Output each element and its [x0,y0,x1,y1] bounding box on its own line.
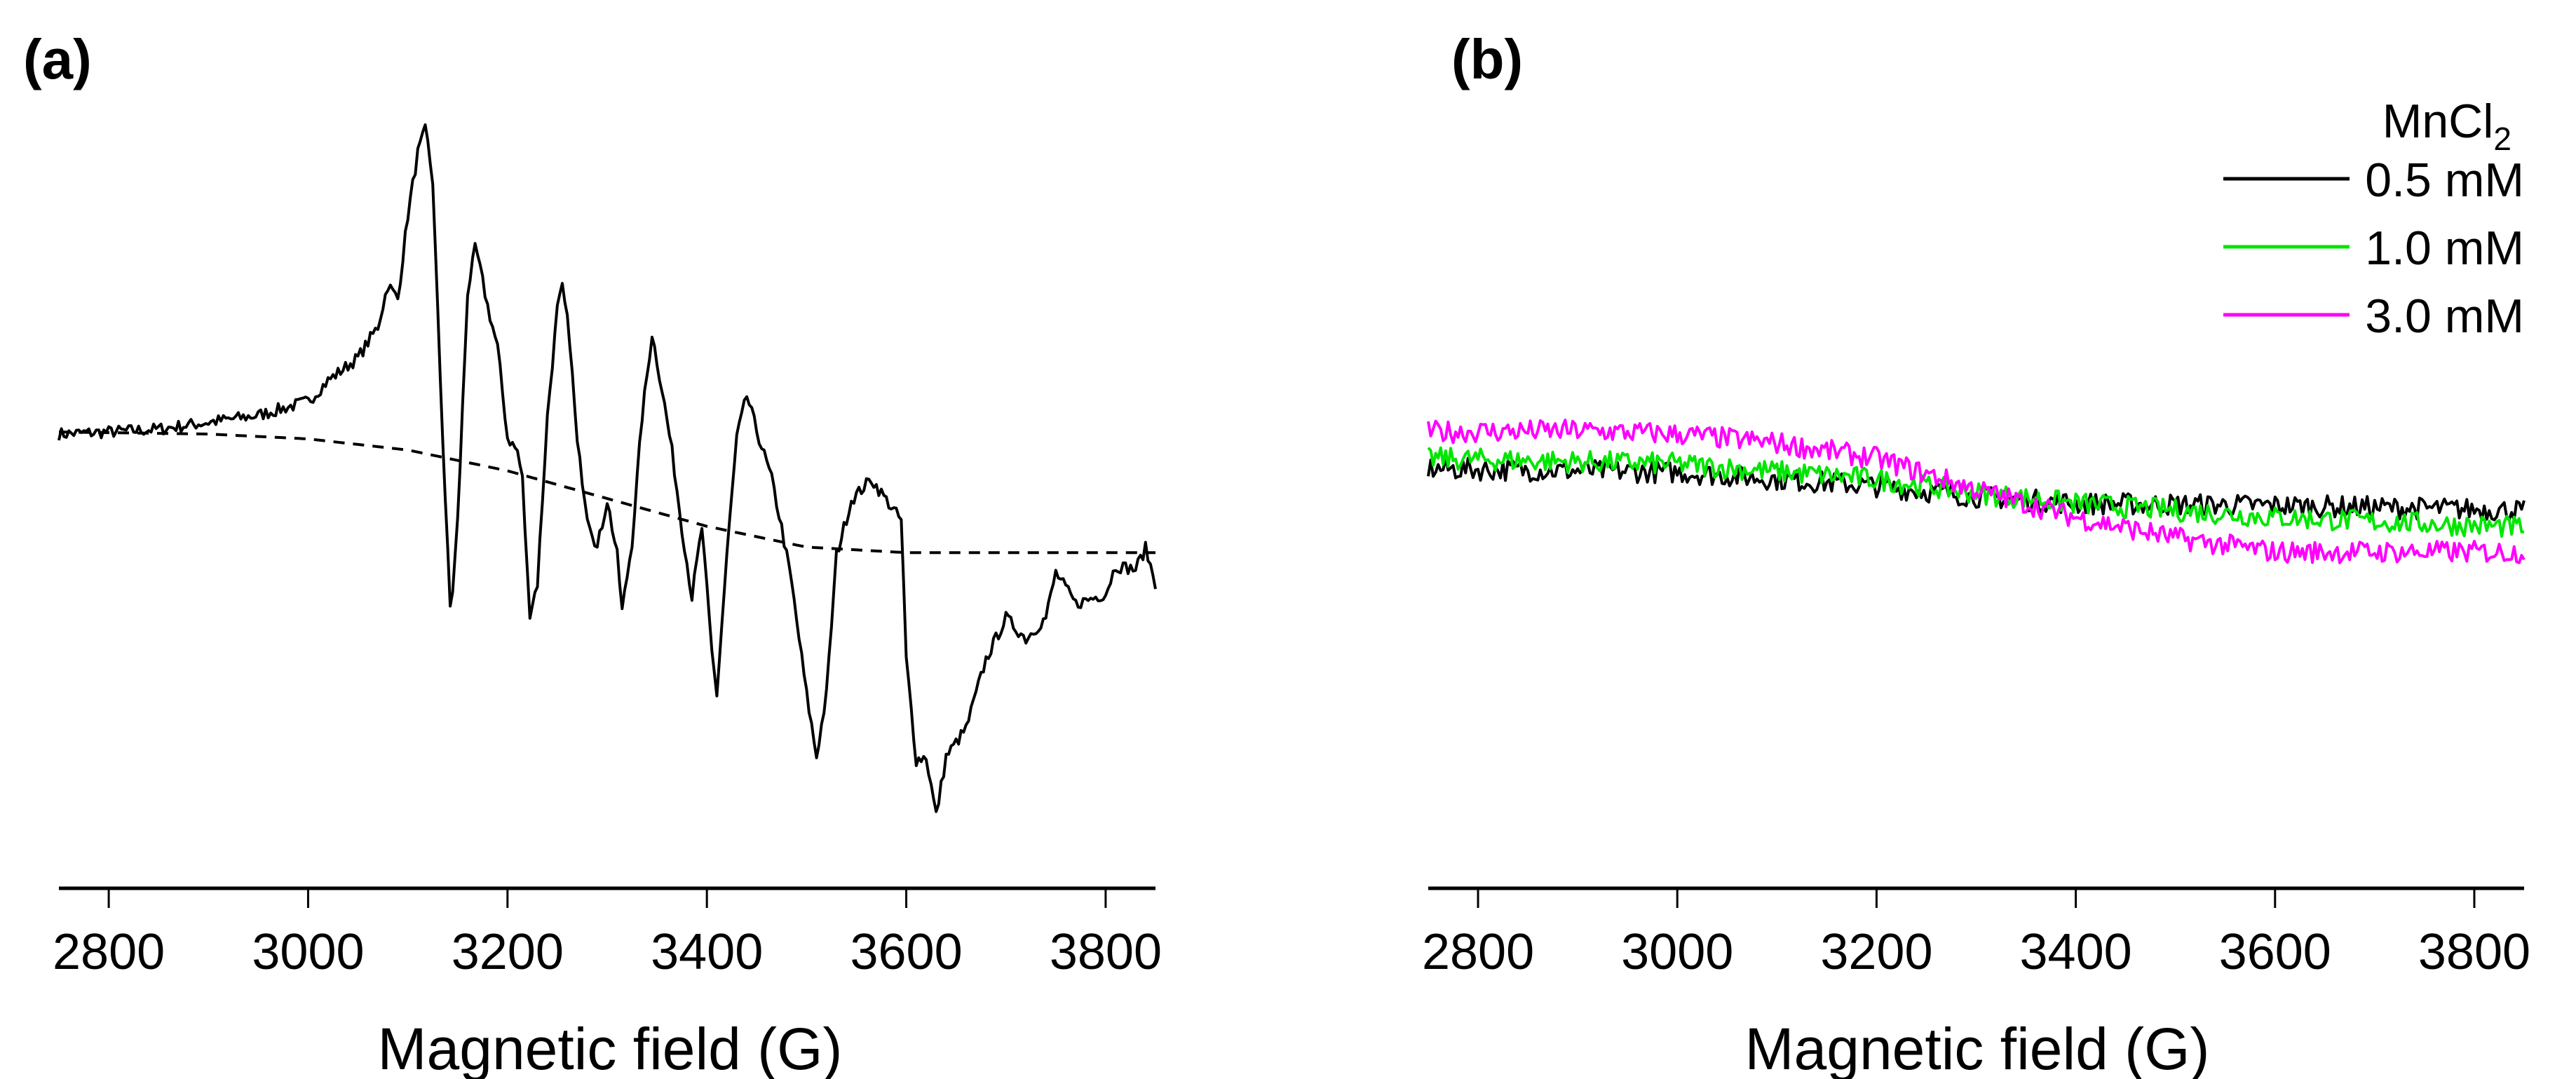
legend-label: 0.5 mM [2365,154,2524,207]
x-tick-label: 3800 [1050,924,1162,980]
legend: MnCl2 0.5 mM 1.0 mM 3.0 mM [2223,95,2524,343]
x-tick-label: 3600 [850,924,962,980]
series-line-baseline [58,430,1155,555]
x-tick-label: 3000 [1621,924,1733,980]
panel-a: 2800 3000 3200 3400 3600 3800 [53,123,1162,980]
x-tick-label: 3400 [2020,924,2132,980]
series-line-0-5-mm [1427,456,2526,522]
x-tick-label: 2800 [1422,924,1534,980]
x-tick-label: 3600 [2219,924,2331,980]
x-axis-title-a: Magnetic field (G) [378,1016,843,1079]
panel-label-a: (a) [23,28,92,90]
x-tick-label: 3200 [452,924,564,980]
panel-label-b: (b) [1451,28,1523,90]
panel-b: 2800 3000 3200 3400 3600 3800 [1422,419,2530,980]
x-tick-label: 2800 [53,924,165,980]
series-line-spectrum [57,123,1157,813]
legend-label: 1.0 mM [2365,222,2524,275]
series-line-3-0-mm [1427,419,2526,564]
x-tick-label: 3800 [2418,924,2530,980]
x-tick-label: 3000 [252,924,364,980]
x-tick-label: 3400 [651,924,763,980]
legend-label: 3.0 mM [2365,290,2524,343]
x-tick-label: 3200 [1820,924,1932,980]
series-line-1-0-mm [1427,446,2525,538]
legend-title: MnCl2 [2382,95,2511,157]
x-axis-title-b: Magnetic field (G) [1745,1016,2210,1079]
